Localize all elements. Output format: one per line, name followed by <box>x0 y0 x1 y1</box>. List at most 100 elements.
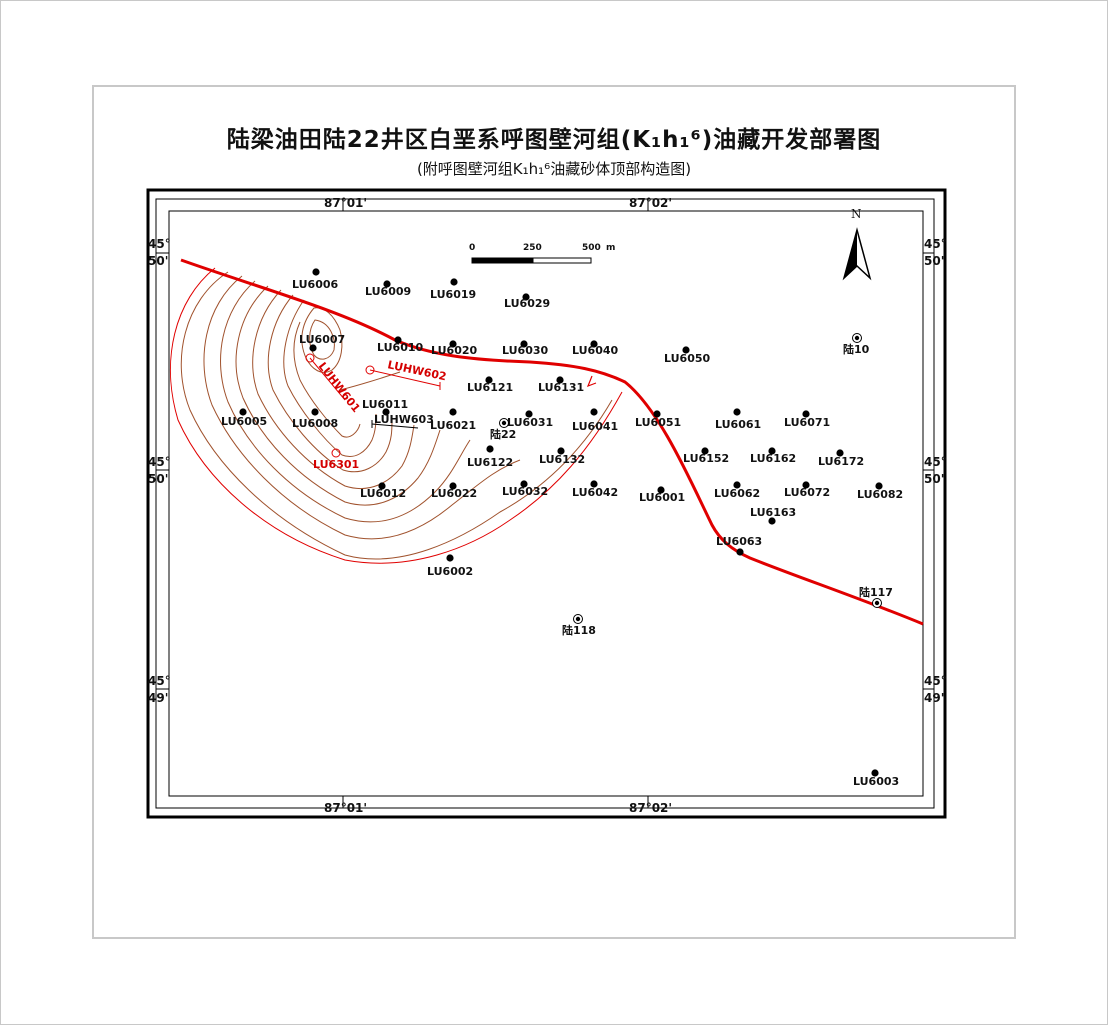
well-dot-icon <box>449 340 457 348</box>
well-LU6061[interactable]: LU6061 <box>715 408 761 431</box>
lat-label-mid-right-min: 50' <box>924 472 944 486</box>
well-dot-icon <box>449 482 457 490</box>
well-label: LU6042 <box>572 486 618 499</box>
well-LU6007[interactable]: LU6007 <box>299 333 345 352</box>
graticule-ticks <box>156 199 934 808</box>
paper-frame <box>92 85 1016 939</box>
well-dot-icon <box>520 340 528 348</box>
well-LU6012[interactable]: LU6012 <box>360 482 406 500</box>
well-LU6163[interactable]: LU6163 <box>750 506 796 525</box>
structure-contours <box>180 271 613 560</box>
horizontal-well-label: LUHW601 <box>316 360 363 415</box>
well-LU6072[interactable]: LU6072 <box>784 481 830 499</box>
well-dot-icon <box>520 480 528 488</box>
well-dot-icon <box>653 410 661 418</box>
well-LU6008[interactable]: LU6008 <box>292 408 338 430</box>
scale-unit: m <box>606 243 615 253</box>
well-dot-icon <box>446 554 454 562</box>
well-dot-icon <box>382 408 390 416</box>
well-dot-icon <box>383 280 391 288</box>
well-dot-icon <box>875 482 883 490</box>
well-LU6005[interactable]: LU6005 <box>221 408 267 428</box>
well-label: LU6030 <box>502 344 549 357</box>
graticule-frame-outer <box>155 198 935 809</box>
well-label: LU6012 <box>360 487 406 500</box>
well-LU6032[interactable]: LU6032 <box>502 480 548 498</box>
well-label: LU6072 <box>784 486 830 499</box>
well-dot-icon <box>701 447 709 455</box>
lat-label-upper-left-deg: 45° <box>148 237 171 251</box>
well-dot-icon <box>449 408 457 416</box>
well-LU6051[interactable]: LU6051 <box>635 410 681 429</box>
well-dot-icon <box>590 340 598 348</box>
horizontal-well-luhw602[interactable]: LUHW602 <box>365 358 448 390</box>
map-subtitle: (附呼图壁河组K₁h₁⁶油藏砂体顶部构造图) <box>416 160 692 178</box>
well-LU6040[interactable]: LU6040 <box>572 340 619 357</box>
well-label: LU6040 <box>572 344 619 357</box>
well-LU6152[interactable]: LU6152 <box>683 447 729 465</box>
well-LU6041[interactable]: LU6041 <box>572 408 618 433</box>
well-lu6301[interactable]: LU6301 <box>313 448 359 471</box>
well-LU6003[interactable]: LU6003 <box>853 769 899 788</box>
well-LU6121[interactable]: LU6121 <box>467 376 513 394</box>
lat-label-lower-left-min: 49' <box>148 691 168 705</box>
well-LU6063[interactable]: LU6063 <box>716 535 762 556</box>
well-LU6062[interactable]: LU6062 <box>714 481 760 500</box>
well-LU6122[interactable]: LU6122 <box>467 445 513 469</box>
well-label: LU6032 <box>502 485 548 498</box>
well-陆22[interactable]: 陆22 <box>490 418 516 442</box>
well-label: LU6001 <box>639 491 685 504</box>
well-LU6001[interactable]: LU6001 <box>639 486 685 504</box>
well-LU6031[interactable]: LU6031 <box>507 410 553 429</box>
well-dot-icon <box>682 346 690 354</box>
well-LU6082[interactable]: LU6082 <box>857 482 903 501</box>
well-LU6162[interactable]: LU6162 <box>750 447 796 465</box>
well-LU6172[interactable]: LU6172 <box>818 449 864 468</box>
wells-layer: LU6006 LU6009 LU6019 LU6029 LU6007 LU6010 LU60… <box>221 268 903 788</box>
well-label: LU6003 <box>853 775 899 788</box>
well-LU6002[interactable]: LU6002 <box>427 554 473 578</box>
well-LU6009[interactable]: LU6009 <box>365 280 411 298</box>
well-dot-icon <box>239 408 247 416</box>
well-label: LU6162 <box>750 452 796 465</box>
well-陆10[interactable]: 陆10 <box>843 333 870 357</box>
well-label: LU6008 <box>292 417 338 430</box>
well-label: LU6051 <box>635 416 681 429</box>
well-LU6029[interactable]: LU6029 <box>504 293 550 310</box>
lon-label-top-right: 87°02' <box>629 196 672 210</box>
well-LU6042[interactable]: LU6042 <box>572 480 618 499</box>
well-label: LU6020 <box>431 344 478 357</box>
exploration-well-core-icon <box>501 420 507 426</box>
well-LU6020[interactable]: LU6020 <box>431 340 478 357</box>
well-label: LU6063 <box>716 535 762 548</box>
well-LU6021[interactable]: LU6021 <box>430 408 476 432</box>
well-dot-icon <box>802 481 810 489</box>
well-LU6019[interactable]: LU6019 <box>430 278 476 301</box>
horizontal-well-luhw601[interactable]: LUHW601 <box>305 353 363 415</box>
lat-label-mid-right-deg: 45° <box>924 455 947 469</box>
well-LU6010[interactable]: LU6010 <box>377 336 424 354</box>
north-arrow-icon: N <box>842 207 872 281</box>
well-label: LU6010 <box>377 341 424 354</box>
well-LU6022[interactable]: LU6022 <box>431 482 477 500</box>
well-陆118[interactable]: 陆118 <box>562 614 596 638</box>
well-LU6132[interactable]: LU6132 <box>539 447 585 466</box>
well-label: LU6061 <box>715 418 761 431</box>
lat-label-upper-right-deg: 45° <box>924 237 947 251</box>
well-LU6131[interactable]: LU6131 <box>538 376 584 394</box>
horizontal-well-luhw603[interactable]: LUHW603 <box>371 413 434 429</box>
map-title: 陆梁油田陆22井区白垩系呼图壁河组(K₁h₁⁶)油藏开发部署图 <box>226 127 882 153</box>
well-dot-icon <box>525 410 533 418</box>
well-LU6006[interactable]: LU6006 <box>292 268 339 291</box>
lat-label-lower-right-min: 49' <box>924 691 944 705</box>
well-陆117[interactable]: 陆117 <box>859 585 893 608</box>
well-LU6071[interactable]: LU6071 <box>784 410 830 429</box>
well-label: LU6082 <box>857 488 903 501</box>
well-LU6050[interactable]: LU6050 <box>664 346 711 365</box>
well-dot-icon <box>768 447 776 455</box>
well-LU6030[interactable]: LU6030 <box>502 340 549 357</box>
well-dot-icon <box>590 480 598 488</box>
well-dot-icon <box>836 449 844 457</box>
well-LU6011[interactable]: LU6011 <box>362 398 408 416</box>
